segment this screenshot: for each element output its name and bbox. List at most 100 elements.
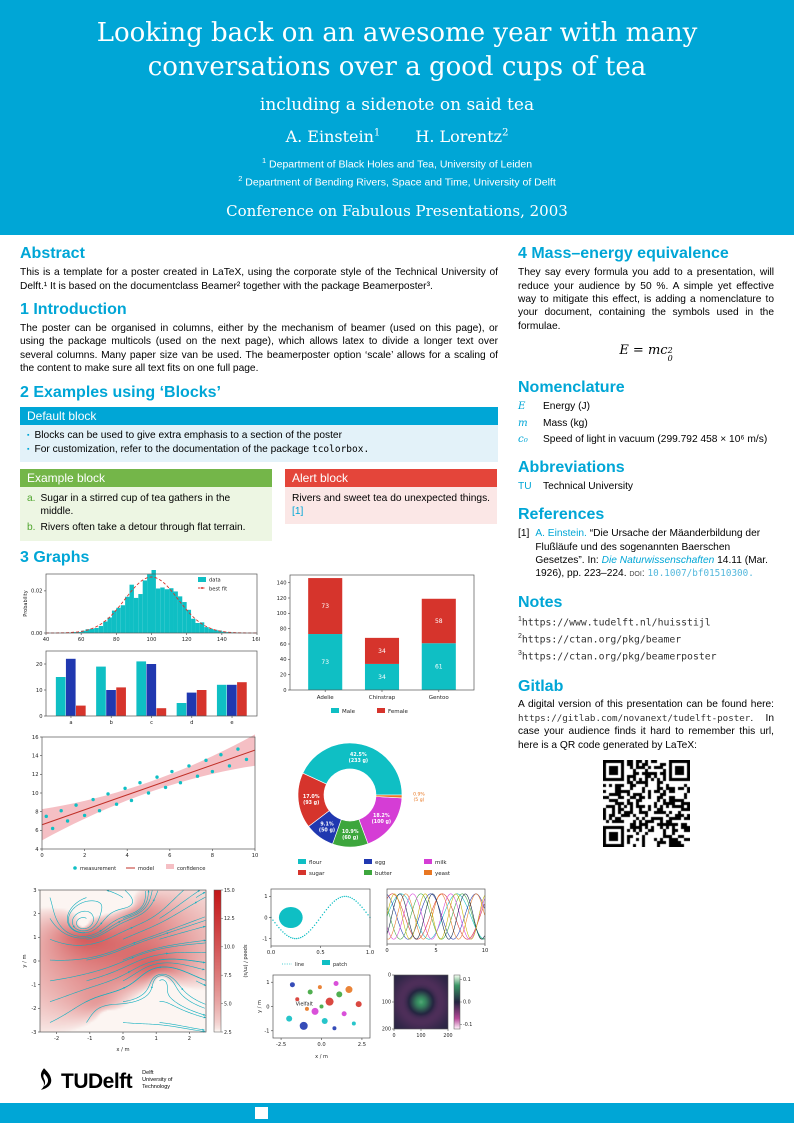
svg-text:140: 140 bbox=[217, 637, 227, 643]
note-item: 1https://www.tudelft.nl/huisstijl bbox=[518, 615, 711, 629]
abstract-text: This is a template for a poster created … bbox=[20, 267, 498, 292]
svg-text:60: 60 bbox=[280, 642, 287, 648]
note-url-link[interactable]: https://ctan.org/pkg/beamer bbox=[521, 634, 682, 646]
tudelft-logo: TUDelft Delft University of Technology bbox=[34, 1066, 498, 1092]
affiliations: 1 Department of Black Holes and Tea, Uni… bbox=[40, 155, 754, 192]
default-block-body: ▪ Blocks can be used to give extra emphas… bbox=[20, 424, 498, 462]
svg-text:-2: -2 bbox=[54, 1036, 59, 1042]
conference-name: Conference on Fabulous Presentations, 20… bbox=[226, 202, 568, 221]
svg-text:0: 0 bbox=[39, 714, 42, 720]
alert-block: Alert block Rivers and sweet tea do unex… bbox=[285, 468, 497, 524]
svg-text:100: 100 bbox=[277, 611, 287, 617]
svg-text:61: 61 bbox=[435, 664, 443, 671]
svg-text:d: d bbox=[190, 720, 193, 726]
svg-text:-1: -1 bbox=[87, 1036, 92, 1042]
svg-text:(100 g): (100 g) bbox=[372, 819, 392, 825]
svg-text:Adelie: Adelie bbox=[317, 695, 335, 701]
svg-text:4: 4 bbox=[35, 847, 39, 853]
notes-heading: Notes bbox=[518, 593, 563, 611]
chart-streamplot: -2 -1 0 1 2 -3 -2 -1 0 1 2 3 x / m y / m 2.5 5.0 7.5 10.0… bbox=[20, 886, 248, 1054]
poster-footer bbox=[0, 1103, 794, 1123]
svg-text:c: c bbox=[150, 720, 153, 726]
svg-text:1: 1 bbox=[266, 980, 269, 986]
svg-text:0: 0 bbox=[33, 959, 36, 965]
svg-text:1: 1 bbox=[33, 935, 36, 941]
svg-text:10: 10 bbox=[36, 688, 43, 694]
gitlab-url-link[interactable]: https://gitlab.com/novanext/tudelft-post… bbox=[518, 712, 751, 724]
svg-text:10: 10 bbox=[32, 791, 39, 797]
svg-text:Gentoo: Gentoo bbox=[429, 695, 450, 701]
svg-text:8: 8 bbox=[35, 810, 38, 816]
svg-text:40: 40 bbox=[280, 657, 287, 663]
note-item: 3https://ctan.org/pkg/beamerposter bbox=[518, 650, 717, 663]
nomenclature-list: E Energy (J) m Mass (kg) c₀ Speed of light … bbox=[518, 400, 774, 446]
svg-text:Female: Female bbox=[388, 709, 409, 715]
svg-text:Vielfalt: Vielfalt bbox=[296, 1001, 313, 1007]
svg-text:20: 20 bbox=[280, 673, 287, 679]
introduction-text: The poster can be organised in columns, … bbox=[20, 322, 498, 375]
example-block: Example block a. Sugar in a stirred cup o… bbox=[20, 468, 272, 542]
example-block-body: a. Sugar in a stirred cup of tea gathers … bbox=[20, 486, 272, 542]
svg-text:3: 3 bbox=[33, 888, 36, 894]
note-url-link[interactable]: https://www.tudelft.nl/huisstijl bbox=[521, 617, 711, 629]
svg-text:x / m: x / m bbox=[315, 1054, 328, 1060]
svg-text:0.00: 0.00 bbox=[31, 631, 43, 637]
svg-text:0: 0 bbox=[283, 688, 286, 694]
reference-journal: Die Naturwissenschaften bbox=[601, 555, 715, 567]
list-item: ▪ Blocks can be used to give extra emphas… bbox=[27, 429, 491, 443]
svg-text:120: 120 bbox=[277, 596, 287, 602]
footer-page-marker bbox=[255, 1107, 268, 1119]
svg-text:20: 20 bbox=[36, 662, 43, 668]
svg-text:2: 2 bbox=[188, 1036, 191, 1042]
abbreviation-row: TU Technical University bbox=[518, 480, 634, 492]
note-url-link[interactable]: https://ctan.org/pkg/beamerposter bbox=[521, 651, 717, 663]
svg-text:0: 0 bbox=[385, 948, 388, 954]
svg-text:(93 g): (93 g) bbox=[303, 800, 319, 806]
mass-energy-text: They say every formula you add to a pres… bbox=[518, 267, 774, 332]
svg-text:-1: -1 bbox=[264, 1029, 269, 1035]
svg-text:(233 g): (233 g) bbox=[349, 758, 369, 764]
chart-grouped-bars: a b c d e 0 10 20 bbox=[20, 648, 260, 728]
bullet-icon: ▪ bbox=[27, 431, 30, 439]
nomenclature-row: m Mass (kg) bbox=[518, 417, 588, 429]
svg-text:0.9%: 0.9% bbox=[413, 792, 425, 798]
svg-text:confidence: confidence bbox=[177, 866, 205, 872]
svg-text:60: 60 bbox=[78, 637, 85, 643]
svg-text:line: line bbox=[295, 962, 304, 968]
svg-text:b: b bbox=[110, 720, 114, 726]
svg-text:100: 100 bbox=[382, 1000, 391, 1006]
svg-text:0: 0 bbox=[266, 1004, 269, 1010]
chart-sine: 0.0 0.5 1.0 -1 0 1 line patch bbox=[256, 886, 374, 970]
svg-text:140: 140 bbox=[277, 581, 287, 587]
mass-energy-formula: E = mc 2 0 bbox=[619, 343, 673, 364]
graphs-heading: 3 Graphs bbox=[20, 549, 90, 567]
svg-text:14: 14 bbox=[32, 754, 39, 760]
default-block-title: Default block bbox=[20, 406, 498, 425]
abstract-heading: Abstract bbox=[20, 245, 85, 263]
svg-text:0.02: 0.02 bbox=[31, 589, 43, 595]
chart-recipe-pie: 42.5% (233 g) 17.0% (93 g) 9.1% (50 g) 10.9% (6… bbox=[268, 733, 483, 883]
svg-text:4: 4 bbox=[126, 853, 130, 859]
svg-text:-2: -2 bbox=[31, 1006, 36, 1012]
svg-text:160: 160 bbox=[252, 637, 260, 643]
nomenclature-row: E Energy (J) bbox=[518, 401, 590, 413]
svg-text:12.5: 12.5 bbox=[224, 916, 235, 922]
abbreviations-heading: Abbreviations bbox=[518, 459, 625, 477]
authors: A. Einstein1 H. Lorentz2 bbox=[40, 127, 754, 146]
svg-text:0: 0 bbox=[40, 853, 43, 859]
svg-text:Male: Male bbox=[342, 709, 356, 715]
svg-text:sugar: sugar bbox=[309, 871, 325, 877]
svg-text:best fit: best fit bbox=[209, 587, 227, 593]
list-item: b. Rivers often take a detour through fla… bbox=[27, 521, 246, 533]
doi-link[interactable]: 10.1007/bf01510300. bbox=[647, 568, 754, 580]
svg-text:100: 100 bbox=[416, 1033, 425, 1039]
svg-text:measurement: measurement bbox=[80, 866, 116, 872]
citation-link[interactable]: [1] bbox=[292, 506, 304, 518]
svg-text:6: 6 bbox=[168, 853, 171, 859]
svg-text:10: 10 bbox=[482, 948, 488, 954]
svg-text:0.1: 0.1 bbox=[463, 977, 471, 983]
svg-text:a: a bbox=[69, 720, 72, 726]
svg-text:73: 73 bbox=[321, 603, 329, 610]
svg-text:speed / (m/s): speed / (m/s) bbox=[242, 945, 248, 978]
